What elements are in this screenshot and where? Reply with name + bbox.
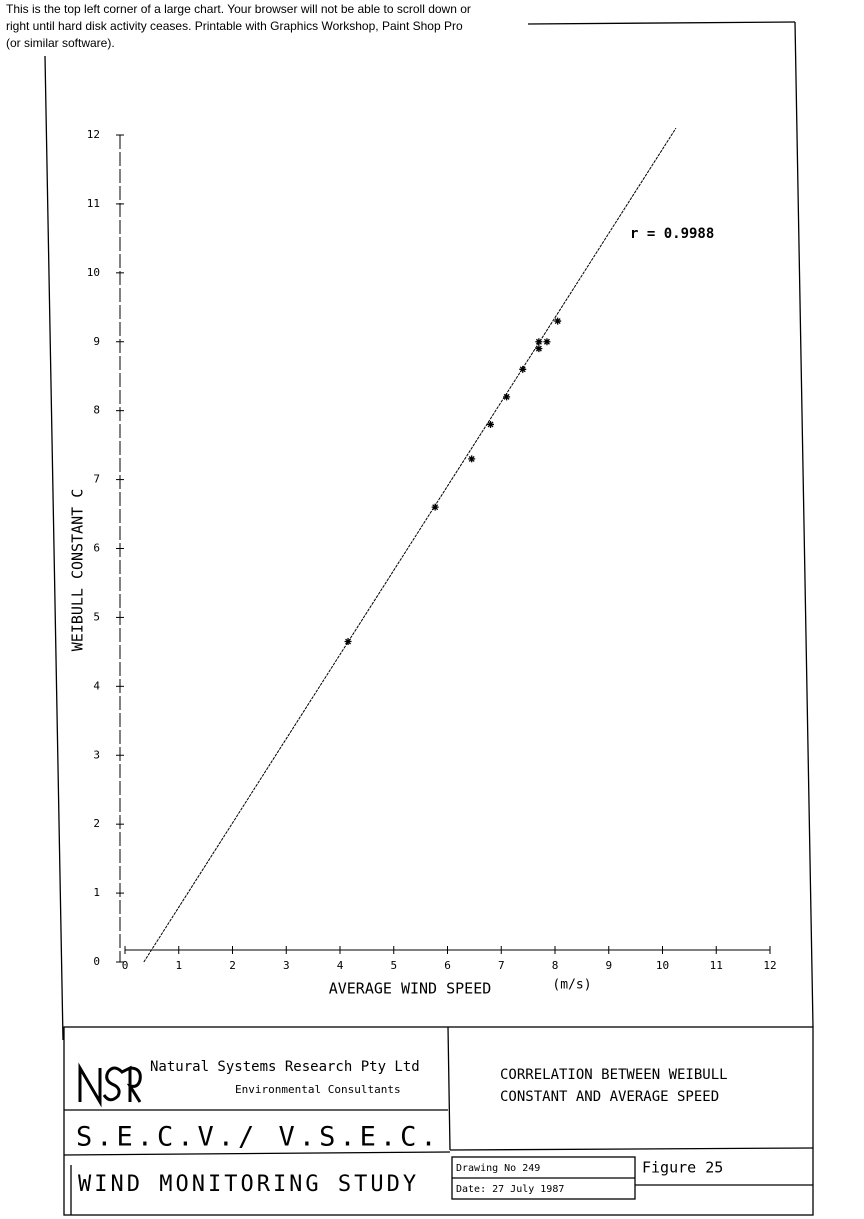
x-tick-label: 12 bbox=[763, 959, 776, 972]
x-tick-label: 4 bbox=[337, 959, 344, 972]
y-tick-label: 4 bbox=[93, 679, 100, 692]
figure-number: Figure 25 bbox=[642, 1159, 723, 1177]
x-tick-label: 6 bbox=[444, 959, 451, 972]
x-axis-unit: (m/s) bbox=[552, 978, 591, 993]
data-point bbox=[519, 365, 527, 373]
data-point bbox=[344, 638, 352, 646]
logo bbox=[78, 1062, 142, 1108]
x-tick-label: 10 bbox=[656, 959, 669, 972]
y-tick-label: 10 bbox=[87, 266, 100, 279]
chart-title: CORRELATION BETWEEN WEIBULL bbox=[500, 1067, 728, 1083]
notice-line: This is the top left corner of a large c… bbox=[6, 2, 471, 16]
company-name: Natural Systems Research Pty Ltd bbox=[150, 1059, 420, 1075]
x-tick-label: 9 bbox=[605, 959, 612, 972]
client: S.E.C.V./ V.S.E.C. bbox=[76, 1122, 441, 1153]
chart-title: CONSTANT AND AVERAGE SPEED bbox=[500, 1089, 719, 1105]
data-point bbox=[543, 338, 551, 346]
data-point bbox=[431, 503, 439, 511]
x-tick-label: 7 bbox=[498, 959, 505, 972]
x-tick-label: 8 bbox=[552, 959, 559, 972]
notice-line: (or similar software). bbox=[6, 36, 115, 50]
company-subtitle: Environmental Consultants bbox=[235, 1083, 401, 1096]
y-tick-label: 7 bbox=[93, 473, 100, 486]
fit-line bbox=[143, 127, 677, 963]
x-tick-label: 5 bbox=[390, 959, 397, 972]
y-axis-label: WEIBULL CONSTANT C bbox=[69, 489, 87, 652]
drawing-number: Drawing No 249 bbox=[456, 1163, 540, 1174]
x-tick-label: 1 bbox=[175, 959, 182, 972]
y-tick-label: 11 bbox=[87, 197, 100, 210]
x-axis-label: AVERAGE WIND SPEED bbox=[329, 980, 492, 998]
frame bbox=[44, 21, 814, 1216]
data-point bbox=[535, 345, 543, 353]
data-point bbox=[468, 455, 476, 463]
y-tick-label: 3 bbox=[93, 748, 100, 761]
y-tick-label: 2 bbox=[93, 817, 100, 830]
notice-line: right until hard disk activity ceases. P… bbox=[6, 19, 463, 33]
annotation: r = 0.9988 bbox=[630, 226, 714, 242]
data-point bbox=[503, 393, 511, 401]
data-point bbox=[535, 338, 543, 346]
x-tick-label: 3 bbox=[283, 959, 290, 972]
project: WIND MONITORING STUDY bbox=[78, 1172, 419, 1197]
y-tick-label: 9 bbox=[93, 335, 100, 348]
x-tick-label: 0 bbox=[122, 959, 129, 972]
y-tick-label: 8 bbox=[93, 404, 100, 417]
x-tick-label: 2 bbox=[229, 959, 236, 972]
y-tick-label: 6 bbox=[93, 542, 100, 555]
y-tick-label: 12 bbox=[87, 128, 100, 141]
y-tick-label: 0 bbox=[93, 955, 100, 968]
data-point bbox=[554, 317, 562, 325]
x-tick-label: 11 bbox=[710, 959, 723, 972]
date: Date: 27 July 1987 bbox=[456, 1184, 564, 1195]
y-tick-label: 1 bbox=[93, 886, 100, 899]
y-tick-label: 5 bbox=[93, 610, 100, 623]
data-point bbox=[487, 420, 494, 428]
